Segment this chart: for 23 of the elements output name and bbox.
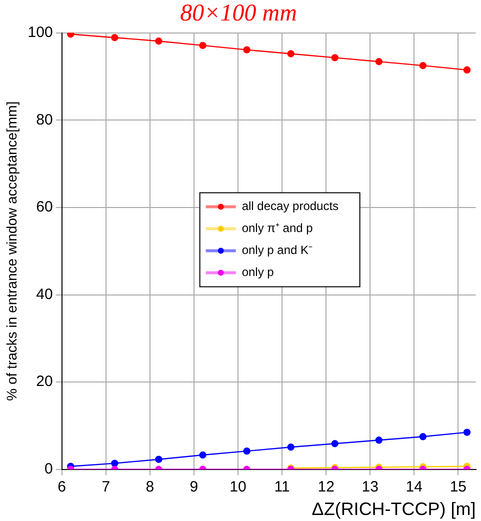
y-tick-label: 60 — [36, 198, 53, 216]
x-tick-label: 13 — [362, 478, 378, 496]
y-tick-label: 40 — [36, 286, 53, 303]
legend-label: only p and K⁻ — [242, 243, 313, 258]
x-tick-label: 9 — [190, 478, 198, 496]
y-tick-label: 100 — [28, 24, 53, 41]
x-tick-label: 6 — [58, 478, 66, 496]
x-tick-label: 12 — [318, 478, 334, 496]
y-tick-label: 80 — [36, 111, 53, 128]
y-axis-title: % of tracks in entrance window acceptance[mm] — [3, 101, 20, 401]
x-tick-label: 7 — [102, 478, 110, 496]
chart-title: 80×100 mm — [180, 0, 297, 27]
x-tick-label: 15 — [450, 478, 467, 496]
x-tick-label: 8 — [146, 478, 154, 496]
legend-label: all decay products — [242, 199, 339, 214]
x-axis-title: ΔZ(RICH-TCCP) [m] — [312, 499, 476, 520]
y-tick-label: 0 — [44, 460, 53, 478]
x-tick-label: 11 — [274, 478, 290, 496]
legend-label: only p — [242, 265, 274, 280]
legend-label: only π⁺ and p — [242, 221, 314, 236]
y-tick-label: 20 — [36, 373, 53, 390]
x-tick-label: 10 — [230, 478, 246, 496]
x-tick-label: 14 — [406, 478, 422, 496]
